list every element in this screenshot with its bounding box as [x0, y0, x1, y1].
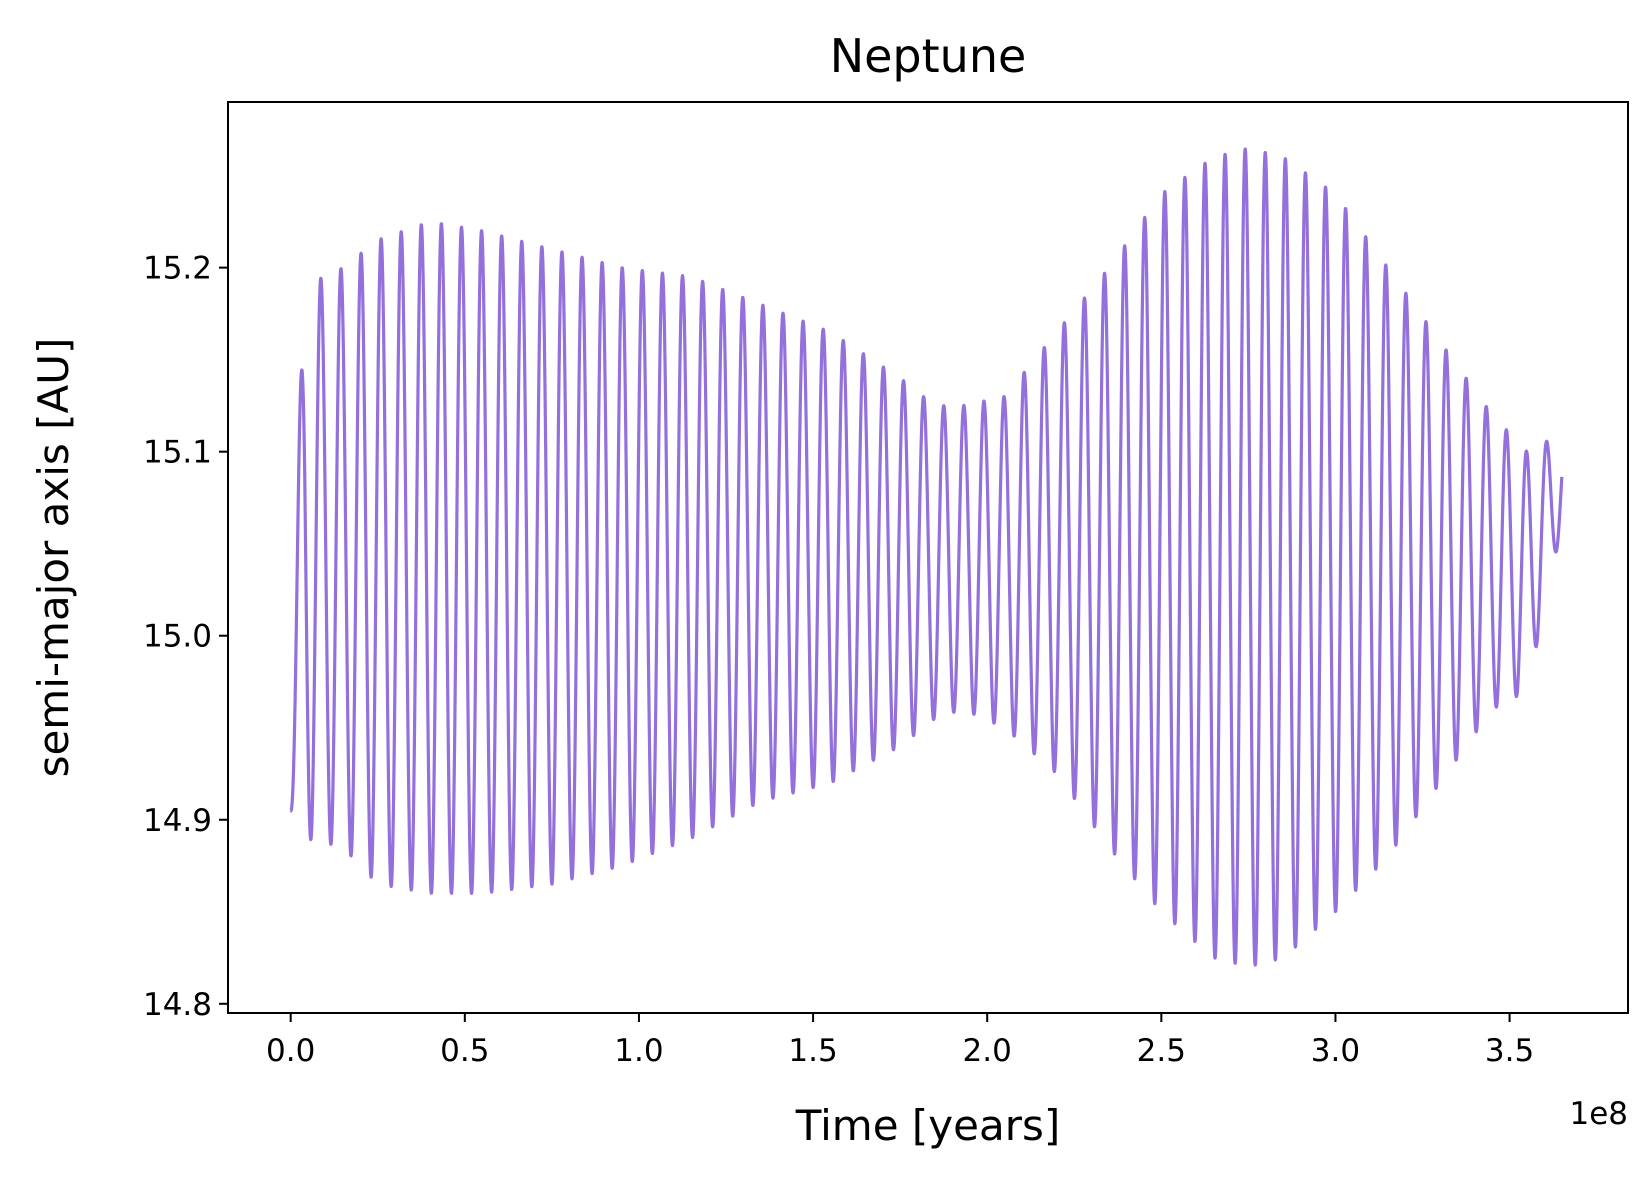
y-tick-label: 15.1: [143, 435, 212, 471]
x-tick-label: 3.0: [1311, 1033, 1360, 1069]
chart-title: Neptune: [830, 29, 1027, 83]
series-line: [289, 147, 1564, 967]
x-tick-label: 1.5: [788, 1033, 837, 1069]
x-axis: 0.0 0.5 1.0 1.5 2.0 2.5 3.0 3.5: [266, 1013, 1534, 1069]
y-tick-label: 14.9: [143, 803, 212, 839]
x-tick-label: 0.0: [266, 1033, 315, 1069]
x-tick-label: 3.5: [1485, 1033, 1534, 1069]
x-axis-label: Time [years]: [795, 1101, 1061, 1150]
x-tick-label: 1.0: [614, 1033, 663, 1069]
y-tick-label: 15.2: [143, 251, 212, 287]
y-tick-label: 14.8: [143, 987, 212, 1023]
x-tick-label: 0.5: [440, 1033, 489, 1069]
y-axis: 14.8 14.9 15.0 15.1 15.2: [143, 251, 228, 1023]
y-tick-label: 15.0: [143, 619, 212, 655]
plot-area: [227, 101, 1629, 1014]
y-axis-label: semi-major axis [AU]: [29, 338, 78, 778]
plot-frame: [227, 101, 1629, 1014]
x-tick-label: 2.0: [963, 1033, 1012, 1069]
x-axis-offset-label: 1e8: [1569, 1096, 1628, 1132]
x-tick-label: 2.5: [1137, 1033, 1186, 1069]
